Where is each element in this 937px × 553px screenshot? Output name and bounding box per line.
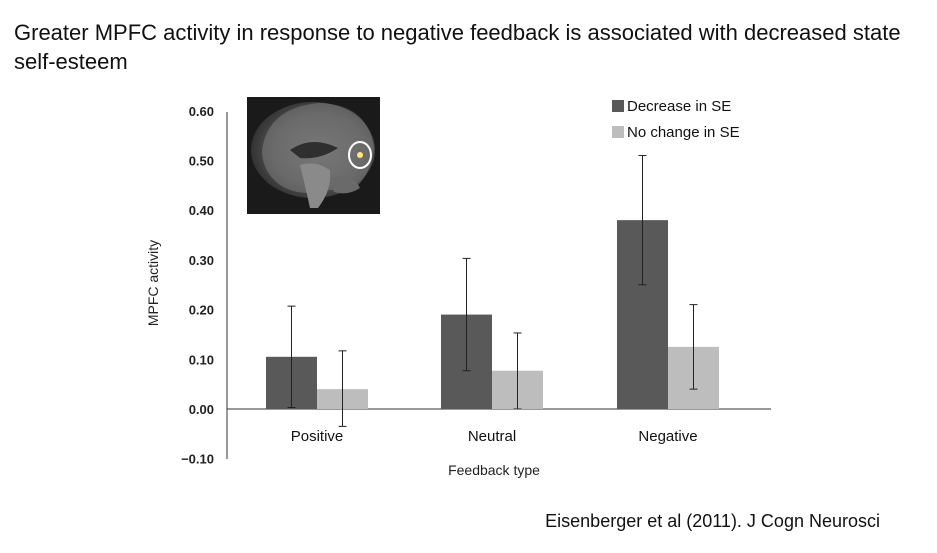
error-bar <box>338 350 347 427</box>
y-tick-label: 0.20 <box>189 303 214 318</box>
x-axis-label: Feedback type <box>448 462 540 478</box>
citation: Eisenberger et al (2011). J Cogn Neurosc… <box>545 511 880 531</box>
y-tick-label: 0.30 <box>189 253 214 268</box>
y-axis-label: MPFC activity <box>145 240 161 326</box>
y-tick-label: 0.10 <box>189 352 214 367</box>
legend-swatch-decrease <box>612 100 624 112</box>
slide-title: Greater MPFC activity in response to neg… <box>14 20 901 74</box>
error-bar <box>638 155 647 286</box>
y-tick-label: 0.60 <box>189 104 214 119</box>
legend: Decrease in SE No change in SE <box>612 98 740 141</box>
x-tick-label-negative: Negative <box>638 428 697 445</box>
y-tick-label: 0.00 <box>189 402 214 417</box>
error-bar <box>462 257 471 372</box>
y-tick-label: 0.50 <box>189 154 214 169</box>
legend-label-no-change: No change in SE <box>627 124 740 141</box>
y-tick-label: 0.40 <box>189 203 214 218</box>
x-tick-label-neutral: Neutral <box>468 428 516 445</box>
legend-swatch-no-change <box>612 126 624 138</box>
x-tick-label-positive: Positive <box>291 428 344 445</box>
error-bar <box>689 304 698 390</box>
brain-mri-inset <box>247 97 380 214</box>
legend-label-decrease: Decrease in SE <box>627 98 731 115</box>
y-tick-label: −0.10 <box>181 452 214 467</box>
error-bar <box>287 305 296 409</box>
error-bar <box>513 332 522 410</box>
